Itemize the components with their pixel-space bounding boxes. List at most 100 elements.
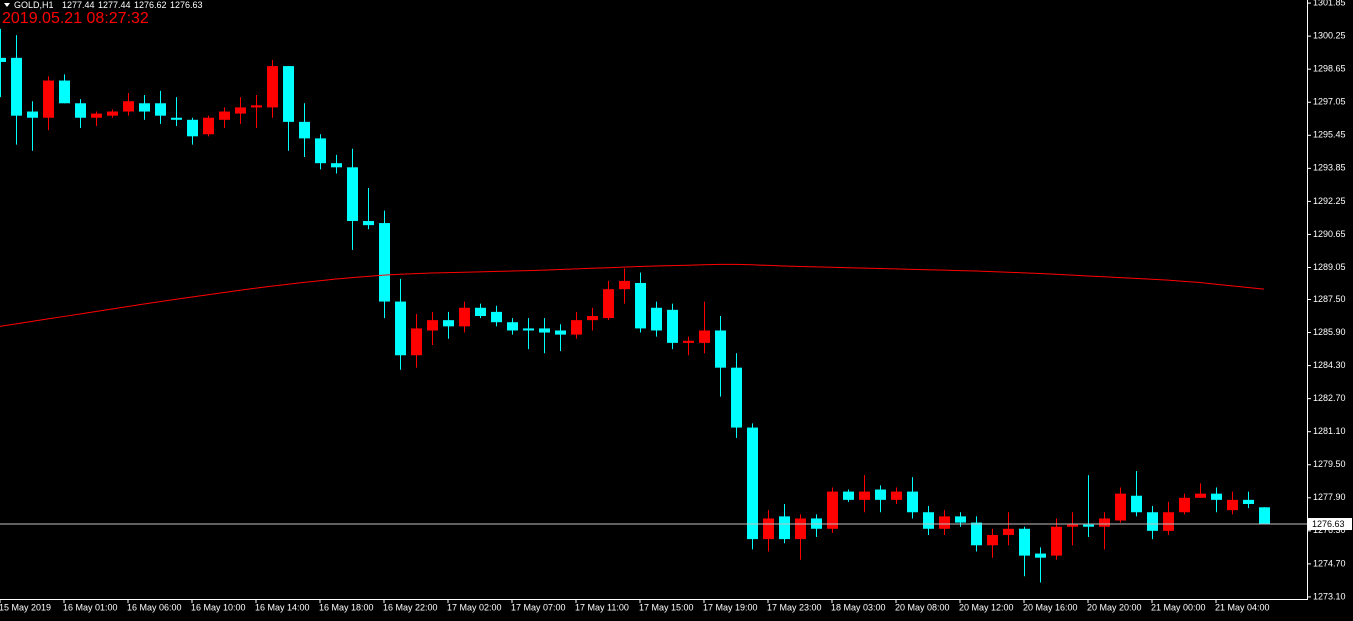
- x-tick-label: 15 May 2019: [0, 602, 51, 612]
- symbol: GOLD,H1: [14, 0, 54, 10]
- candle-body: [843, 491, 854, 500]
- candle-body: [315, 138, 326, 164]
- x-tick-label: 20 May 20:00: [1087, 602, 1142, 612]
- header-open: 1277.44: [62, 0, 95, 10]
- x-tick-label: 16 May 10:00: [191, 602, 246, 612]
- candle-body: [1051, 526, 1062, 556]
- candle-body: [1131, 495, 1142, 513]
- candle-body: [1083, 524, 1094, 527]
- x-tick-label: 17 May 19:00: [703, 602, 758, 612]
- candle-body: [587, 316, 598, 321]
- candle-body: [11, 57, 22, 116]
- y-tick-label: 1285.90: [1313, 327, 1346, 337]
- candle-body: [155, 103, 166, 116]
- candle-body: [251, 105, 262, 108]
- candle-body: [1211, 493, 1222, 500]
- candle-body: [619, 280, 630, 290]
- candle-body: [123, 101, 134, 112]
- candle-body: [299, 121, 310, 139]
- candle-body: [1099, 518, 1110, 527]
- candle-body: [395, 301, 406, 356]
- y-tick-label: 1301.85: [1313, 0, 1346, 7]
- candle-body: [507, 322, 518, 331]
- candle-body: [171, 117, 182, 120]
- candle-body: [1243, 499, 1254, 504]
- y-tick-label: 1297.05: [1313, 97, 1346, 107]
- candle-body: [987, 534, 998, 546]
- candle-body: [875, 489, 886, 500]
- candle-body: [0, 57, 6, 62]
- y-tick-label: 1295.45: [1313, 130, 1346, 140]
- y-tick-label: 1284.30: [1313, 360, 1346, 370]
- candle-body: [59, 80, 70, 104]
- candle-body: [411, 328, 422, 356]
- x-tick-label: 21 May 04:00: [1215, 602, 1270, 612]
- candle-body: [891, 491, 902, 500]
- candle-body: [283, 66, 294, 122]
- candle-body: [683, 340, 694, 343]
- x-tick-label: 21 May 00:00: [1151, 602, 1206, 612]
- candle-body: [763, 518, 774, 540]
- candle-body: [523, 328, 534, 331]
- x-tick-label: 17 May 02:00: [447, 602, 502, 612]
- candle-body: [459, 307, 470, 327]
- candle-body: [219, 111, 230, 120]
- candle-body: [859, 491, 870, 500]
- candle-body: [347, 167, 358, 222]
- y-tick-label: 1289.05: [1313, 262, 1346, 272]
- candle-body: [91, 113, 102, 118]
- candle-body: [923, 512, 934, 529]
- candle-body: [779, 516, 790, 540]
- y-tick-label: 1298.65: [1313, 64, 1346, 74]
- timestamp: 2019.05.21 08:27:32: [2, 10, 149, 27]
- candle-body: [731, 367, 742, 428]
- menu-triangle: [4, 3, 10, 7]
- candle-body: [603, 289, 614, 319]
- candle-body: [203, 117, 214, 135]
- candle-body: [555, 330, 566, 335]
- candle-body: [235, 107, 246, 114]
- header-close: 1276.63: [170, 0, 203, 10]
- moving-average: [0, 263, 1265, 327]
- y-tick-label: 1292.25: [1313, 196, 1346, 206]
- candle-body: [27, 111, 38, 118]
- y-tick-label: 1287.50: [1313, 294, 1346, 304]
- candle-body: [907, 491, 918, 513]
- y-tick-label: 1274.70: [1313, 558, 1346, 568]
- x-tick-label: 16 May 06:00: [127, 602, 182, 612]
- candle-body: [379, 223, 390, 302]
- candle-body: [267, 66, 278, 108]
- candle-body: [1195, 493, 1206, 498]
- x-tick-label: 16 May 01:00: [63, 602, 118, 612]
- candle-body: [539, 328, 550, 333]
- candle-body: [955, 516, 966, 523]
- header-high: 1277.44: [98, 0, 131, 10]
- candle-body: [827, 491, 838, 529]
- candle-body: [651, 307, 662, 331]
- candle-body: [1163, 512, 1174, 531]
- x-tick-label: 17 May 11:00: [575, 602, 629, 612]
- candle-body: [427, 320, 438, 331]
- candle-body: [571, 320, 582, 335]
- x-tick-label: 17 May 23:00: [767, 602, 822, 612]
- candle-body: [1003, 528, 1014, 535]
- x-tick-label: 18 May 03:00: [831, 602, 886, 612]
- x-tick-label: 20 May 12:00: [959, 602, 1014, 612]
- candle-body: [107, 111, 118, 116]
- y-tick-label: 1273.10: [1313, 591, 1346, 601]
- candle-body: [635, 282, 646, 329]
- candle-body: [1115, 493, 1126, 521]
- candle-body: [443, 320, 454, 327]
- candle-body: [1019, 528, 1030, 556]
- candle-body: [971, 522, 982, 546]
- candle-body: [795, 518, 806, 540]
- candle-body: [1259, 507, 1270, 525]
- candle-body: [139, 103, 150, 112]
- candle-body: [491, 311, 502, 323]
- y-tick-label: 1279.50: [1313, 459, 1346, 469]
- candle-body: [1227, 499, 1238, 511]
- x-tick-label: 16 May 14:00: [255, 602, 310, 612]
- candle-body: [939, 516, 950, 529]
